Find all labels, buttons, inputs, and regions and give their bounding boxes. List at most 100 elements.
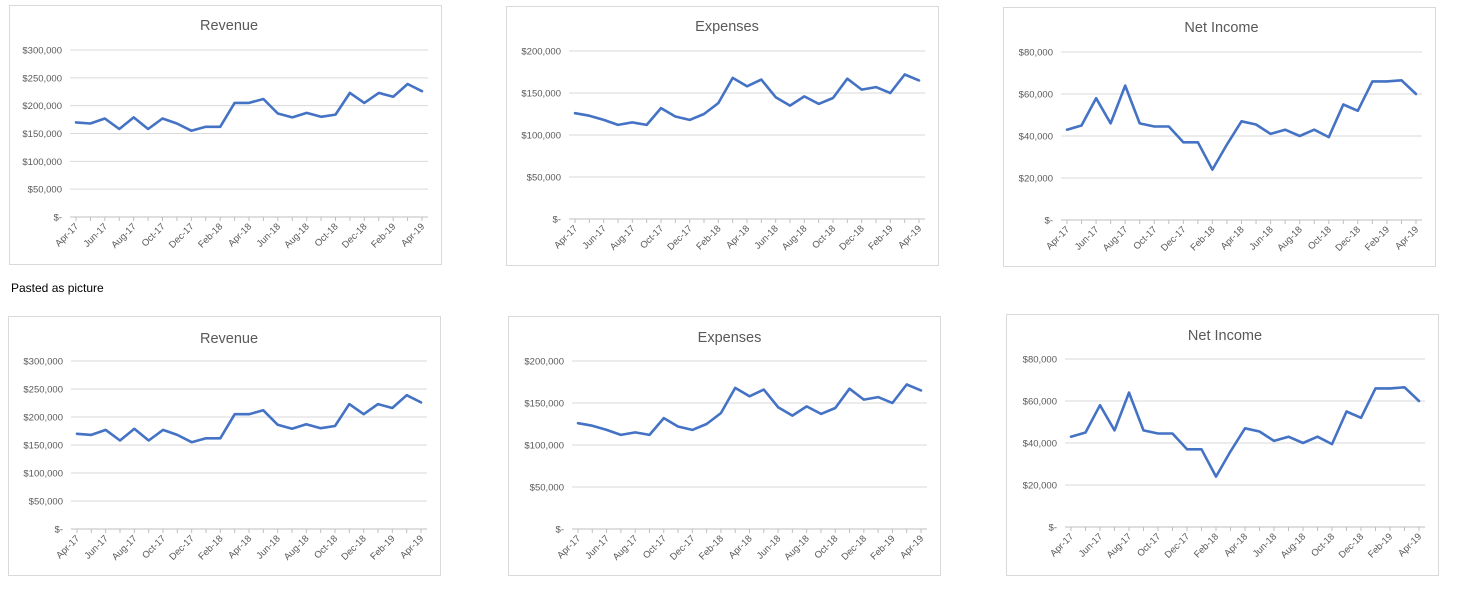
x-tick-label: Feb-18 bbox=[1192, 531, 1221, 560]
series-line bbox=[573, 73, 921, 127]
x-tick-label: Feb-18 bbox=[1188, 224, 1217, 253]
chart-title: Revenue bbox=[200, 18, 258, 34]
x-tick-label: Apr-18 bbox=[724, 223, 752, 251]
y-tick-label: $60,000 bbox=[1019, 90, 1053, 101]
chart-svg: Revenue $- $50,000 $100,000 $150,000 $200,000… bbox=[22, 18, 428, 251]
x-tick-label: Feb-18 bbox=[196, 533, 225, 562]
y-tick-label: $80,000 bbox=[1023, 355, 1057, 366]
x-tick-label: Oct-17 bbox=[140, 533, 168, 561]
x-tick-label: Apr-18 bbox=[727, 533, 755, 561]
pasted-as-picture-caption: Pasted as picture bbox=[11, 281, 104, 295]
x-tick-label: Dec-18 bbox=[1337, 531, 1366, 560]
y-tick-label: $250,000 bbox=[22, 73, 62, 84]
revenue-chart-picture: Revenue $- $50,000 $100,000 $150,000 $200,000… bbox=[8, 316, 441, 576]
x-tick-label: Oct-17 bbox=[638, 223, 666, 251]
chart-title: Expenses bbox=[695, 19, 759, 35]
x-tick-label: Feb-19 bbox=[1363, 224, 1392, 253]
chart-title: Expenses bbox=[698, 330, 762, 346]
chart-svg: Expenses $- $50,000 $100,000 $150,000 $200,00… bbox=[521, 19, 925, 253]
x-tick-label: Jun-17 bbox=[82, 533, 110, 561]
x-tick-label: Aug-18 bbox=[282, 533, 311, 562]
x-tick-label: Feb-19 bbox=[369, 221, 398, 250]
y-tick-label: $200,000 bbox=[23, 413, 63, 424]
y-tick-label: $150,000 bbox=[524, 399, 564, 410]
x-tick-label: Aug-17 bbox=[1101, 224, 1130, 253]
x-tick-label: Aug-17 bbox=[110, 533, 139, 562]
x-tick-label: Jun-17 bbox=[580, 223, 608, 251]
x-tick-label: Aug-17 bbox=[1105, 531, 1134, 560]
x-tick-label: Feb-19 bbox=[368, 533, 397, 562]
chart-svg: Net Income $- $20,000 $40,000 $60,000 $80,000… bbox=[1019, 20, 1422, 254]
x-tick-label: Apr-19 bbox=[1396, 531, 1424, 559]
x-tick-label: Jun-18 bbox=[1251, 531, 1279, 559]
y-tick-label: $100,000 bbox=[524, 441, 564, 452]
x-tick-label: Dec-17 bbox=[1159, 224, 1188, 253]
x-tick-label: Jun-17 bbox=[583, 533, 611, 561]
y-tick-label: $150,000 bbox=[521, 89, 561, 100]
x-tick-label: Jun-17 bbox=[1073, 224, 1101, 252]
x-tick-label: Oct-17 bbox=[1131, 224, 1159, 252]
x-tick-label: Apr-18 bbox=[1222, 531, 1250, 559]
y-tick-label: $20,000 bbox=[1023, 481, 1057, 492]
x-tick-label: Apr-18 bbox=[1219, 224, 1247, 252]
x-tick-label: Aug-18 bbox=[782, 533, 811, 562]
x-tick-label: Feb-19 bbox=[868, 533, 897, 562]
x-tick-label: Dec-18 bbox=[339, 533, 368, 562]
x-tick-label: Dec-17 bbox=[1163, 531, 1192, 560]
x-tick-label: Dec-18 bbox=[837, 223, 866, 252]
x-tick-label: Dec-18 bbox=[340, 221, 369, 250]
x-tick-label: Apr-17 bbox=[555, 533, 583, 561]
y-tick-label: $150,000 bbox=[22, 129, 62, 140]
y-tick-label: $100,000 bbox=[23, 469, 63, 480]
chart-svg: Expenses $- $50,000 $100,000 $150,000 $200,00… bbox=[524, 330, 927, 563]
x-tick-label: Apr-17 bbox=[54, 533, 82, 561]
y-tick-label: $50,000 bbox=[530, 483, 564, 494]
x-tick-label: Oct-18 bbox=[1309, 531, 1337, 559]
x-tick-label: Jun-18 bbox=[1247, 224, 1275, 252]
x-tick-label: Aug-18 bbox=[1279, 531, 1308, 560]
y-tick-label: $- bbox=[55, 525, 63, 536]
y-tick-label: $100,000 bbox=[22, 157, 62, 168]
x-tick-label: Aug-18 bbox=[780, 223, 809, 252]
series-line bbox=[1069, 386, 1421, 478]
y-tick-label: $200,000 bbox=[521, 47, 561, 58]
x-tick-label: Oct-17 bbox=[641, 533, 669, 561]
y-tick-label: $200,000 bbox=[524, 357, 564, 368]
chart-svg: Revenue $- $50,000 $100,000 $150,000 $200,000… bbox=[23, 331, 427, 563]
x-tick-label: Aug-17 bbox=[611, 533, 640, 562]
x-tick-label: Oct-18 bbox=[313, 221, 341, 249]
series-line bbox=[75, 393, 423, 444]
x-tick-label: Feb-18 bbox=[694, 223, 723, 252]
x-tick-label: Aug-18 bbox=[282, 221, 311, 250]
series-line bbox=[74, 82, 424, 132]
chart-title: Revenue bbox=[200, 331, 258, 347]
y-tick-label: $100,000 bbox=[521, 131, 561, 142]
x-tick-label: Aug-18 bbox=[1275, 224, 1304, 253]
x-tick-label: Apr-19 bbox=[398, 533, 426, 561]
x-tick-label: Dec-17 bbox=[665, 223, 694, 252]
x-tick-label: Apr-19 bbox=[1393, 224, 1421, 252]
x-tick-label: Feb-18 bbox=[697, 533, 726, 562]
x-tick-label: Jun-18 bbox=[752, 223, 780, 251]
x-tick-label: Aug-17 bbox=[109, 221, 138, 250]
y-tick-label: $250,000 bbox=[23, 385, 63, 396]
expenses-chart-picture: Expenses $- $50,000 $100,000 $150,000 $200,00… bbox=[508, 316, 941, 576]
x-tick-label: Oct-18 bbox=[812, 533, 840, 561]
y-tick-label: $300,000 bbox=[22, 46, 62, 57]
x-tick-label: Apr-17 bbox=[1048, 531, 1076, 559]
y-tick-label: $- bbox=[1045, 216, 1053, 227]
x-tick-label: Dec-17 bbox=[167, 221, 196, 250]
x-tick-label: Feb-18 bbox=[196, 221, 225, 250]
y-tick-label: $60,000 bbox=[1023, 397, 1057, 408]
series-line bbox=[1065, 79, 1418, 171]
chart-svg: Net Income $- $20,000 $40,000 $60,000 $80,000… bbox=[1023, 328, 1425, 561]
y-tick-label: $50,000 bbox=[29, 497, 63, 508]
y-tick-label: $40,000 bbox=[1023, 439, 1057, 450]
chart-title: Net Income bbox=[1184, 20, 1258, 36]
expenses-chart: Expenses $- $50,000 $100,000 $150,000 $200,00… bbox=[506, 6, 939, 266]
series-line bbox=[576, 383, 923, 437]
x-tick-label: Feb-19 bbox=[866, 223, 895, 252]
y-tick-label: $- bbox=[54, 213, 62, 224]
x-tick-label: Oct-17 bbox=[1135, 531, 1163, 559]
x-tick-label: Jun-18 bbox=[254, 533, 282, 561]
